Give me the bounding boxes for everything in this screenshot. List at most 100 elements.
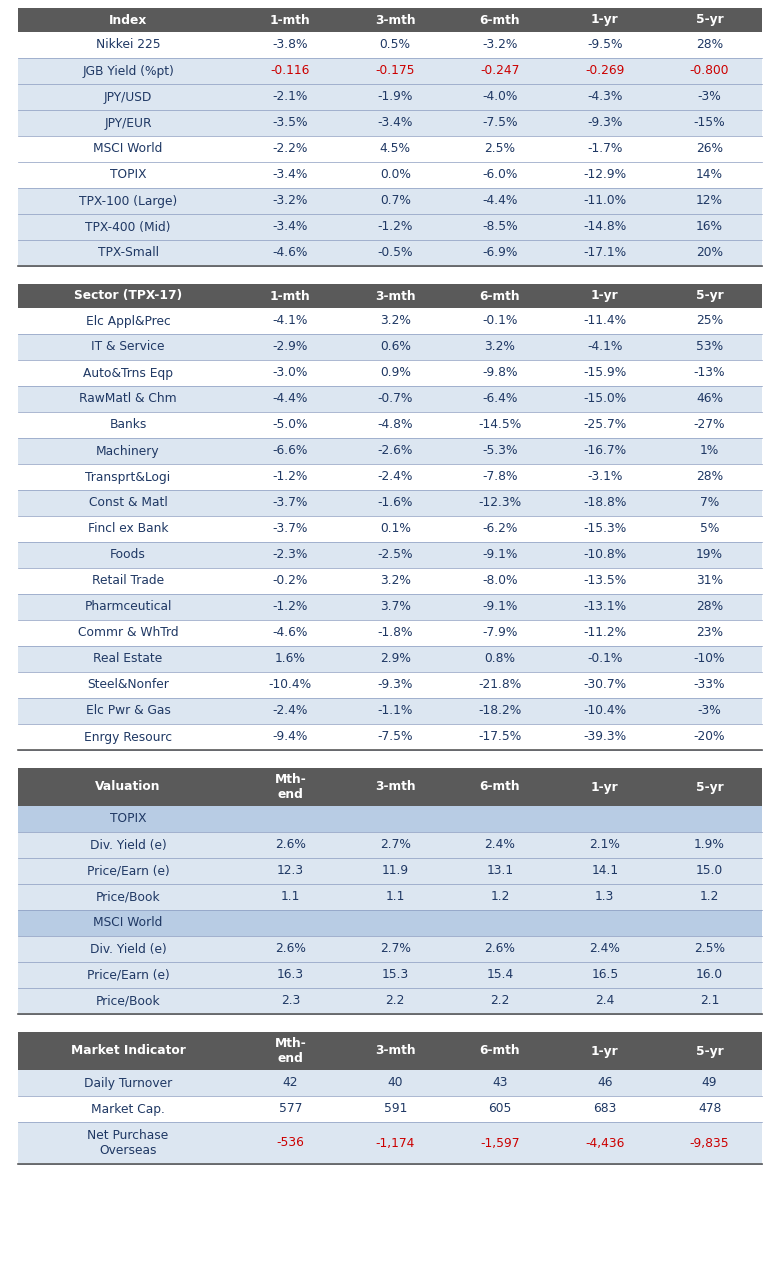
Bar <box>238 806 342 832</box>
Text: -9.4%: -9.4% <box>273 731 308 743</box>
Text: 1-yr: 1-yr <box>591 14 619 27</box>
Text: -27%: -27% <box>694 419 725 432</box>
Text: -1.2%: -1.2% <box>378 221 413 233</box>
Text: Price/Earn (e): Price/Earn (e) <box>87 968 169 982</box>
Text: -11.2%: -11.2% <box>583 626 626 640</box>
Text: Fincl ex Bank: Fincl ex Bank <box>87 522 168 535</box>
Text: -15.3%: -15.3% <box>583 522 626 535</box>
Text: -15.9%: -15.9% <box>583 366 626 380</box>
Text: -1.2%: -1.2% <box>273 471 308 483</box>
Bar <box>658 832 762 858</box>
Text: Price/Book: Price/Book <box>96 891 161 904</box>
Bar <box>18 1122 238 1164</box>
Text: -33%: -33% <box>694 679 725 692</box>
Bar <box>238 464 342 490</box>
Text: 1-yr: 1-yr <box>591 780 619 794</box>
Text: -4.6%: -4.6% <box>273 246 308 260</box>
Bar <box>18 910 238 936</box>
Text: -0.800: -0.800 <box>690 64 729 77</box>
Bar <box>448 1095 552 1122</box>
Bar <box>18 883 238 910</box>
Bar <box>238 910 342 936</box>
Bar <box>18 215 238 240</box>
Bar <box>238 240 342 266</box>
Bar <box>18 110 238 136</box>
Text: TOPIX: TOPIX <box>110 813 147 825</box>
Bar <box>658 671 762 698</box>
Bar <box>448 240 552 266</box>
Text: 19%: 19% <box>696 549 723 562</box>
Bar <box>18 85 238 110</box>
Text: 20%: 20% <box>696 246 723 260</box>
Bar <box>552 411 658 438</box>
Text: 5-yr: 5-yr <box>696 780 724 794</box>
Bar <box>658 646 762 671</box>
Text: 1-yr: 1-yr <box>591 289 619 303</box>
Bar <box>342 962 448 988</box>
Text: IT & Service: IT & Service <box>91 341 165 353</box>
Text: -0.269: -0.269 <box>585 64 625 77</box>
Bar <box>658 334 762 360</box>
Text: Real Estate: Real Estate <box>94 652 162 665</box>
Bar <box>448 32 552 58</box>
Bar <box>238 936 342 962</box>
Bar <box>658 516 762 541</box>
Text: -4.0%: -4.0% <box>482 91 518 103</box>
Text: -0.116: -0.116 <box>271 64 310 77</box>
Text: -18.8%: -18.8% <box>583 496 626 510</box>
Bar <box>238 136 342 162</box>
Text: 3-mth: 3-mth <box>375 780 416 794</box>
Bar <box>552 671 658 698</box>
Bar <box>552 110 658 136</box>
Text: 13.1: 13.1 <box>487 864 513 877</box>
Bar <box>658 490 762 516</box>
Bar <box>448 188 552 215</box>
Text: 28%: 28% <box>696 39 723 52</box>
Text: -6.9%: -6.9% <box>482 246 518 260</box>
Text: 577: 577 <box>278 1103 302 1116</box>
Bar <box>18 411 238 438</box>
Bar <box>238 411 342 438</box>
Bar <box>342 832 448 858</box>
Bar <box>18 334 238 360</box>
Bar <box>658 411 762 438</box>
Text: 478: 478 <box>698 1103 722 1116</box>
Bar <box>658 58 762 85</box>
Bar <box>448 215 552 240</box>
Text: 2.7%: 2.7% <box>380 838 410 852</box>
Text: 11.9: 11.9 <box>381 864 409 877</box>
Text: -25.7%: -25.7% <box>583 419 626 432</box>
Text: -7.5%: -7.5% <box>482 116 518 130</box>
Text: Mth-
end: Mth- end <box>275 774 307 801</box>
Bar <box>342 490 448 516</box>
Text: 591: 591 <box>384 1103 407 1116</box>
Text: -3.7%: -3.7% <box>273 496 308 510</box>
Bar <box>448 386 552 411</box>
Bar <box>448 284 552 308</box>
Text: Valuation: Valuation <box>95 780 161 794</box>
Bar <box>342 1095 448 1122</box>
Text: -39.3%: -39.3% <box>583 731 626 743</box>
Bar <box>342 110 448 136</box>
Bar <box>552 334 658 360</box>
Bar <box>18 308 238 334</box>
Text: JGB Yield (%pt): JGB Yield (%pt) <box>82 64 174 77</box>
Text: -10.4%: -10.4% <box>269 679 312 692</box>
Text: -3.4%: -3.4% <box>378 116 413 130</box>
Text: -1,174: -1,174 <box>375 1137 415 1150</box>
Text: 53%: 53% <box>696 341 723 353</box>
Text: -10.4%: -10.4% <box>583 704 626 718</box>
Bar <box>658 698 762 724</box>
Text: Banks: Banks <box>109 419 147 432</box>
Text: 16%: 16% <box>696 221 723 233</box>
Text: JPY/USD: JPY/USD <box>104 91 152 103</box>
Bar <box>552 136 658 162</box>
Bar <box>342 136 448 162</box>
Bar <box>18 568 238 594</box>
Bar <box>658 858 762 883</box>
Text: 2.9%: 2.9% <box>380 652 410 665</box>
Bar <box>658 594 762 620</box>
Text: -4.6%: -4.6% <box>273 626 308 640</box>
Text: -2.4%: -2.4% <box>378 471 413 483</box>
Text: -10.8%: -10.8% <box>583 549 626 562</box>
